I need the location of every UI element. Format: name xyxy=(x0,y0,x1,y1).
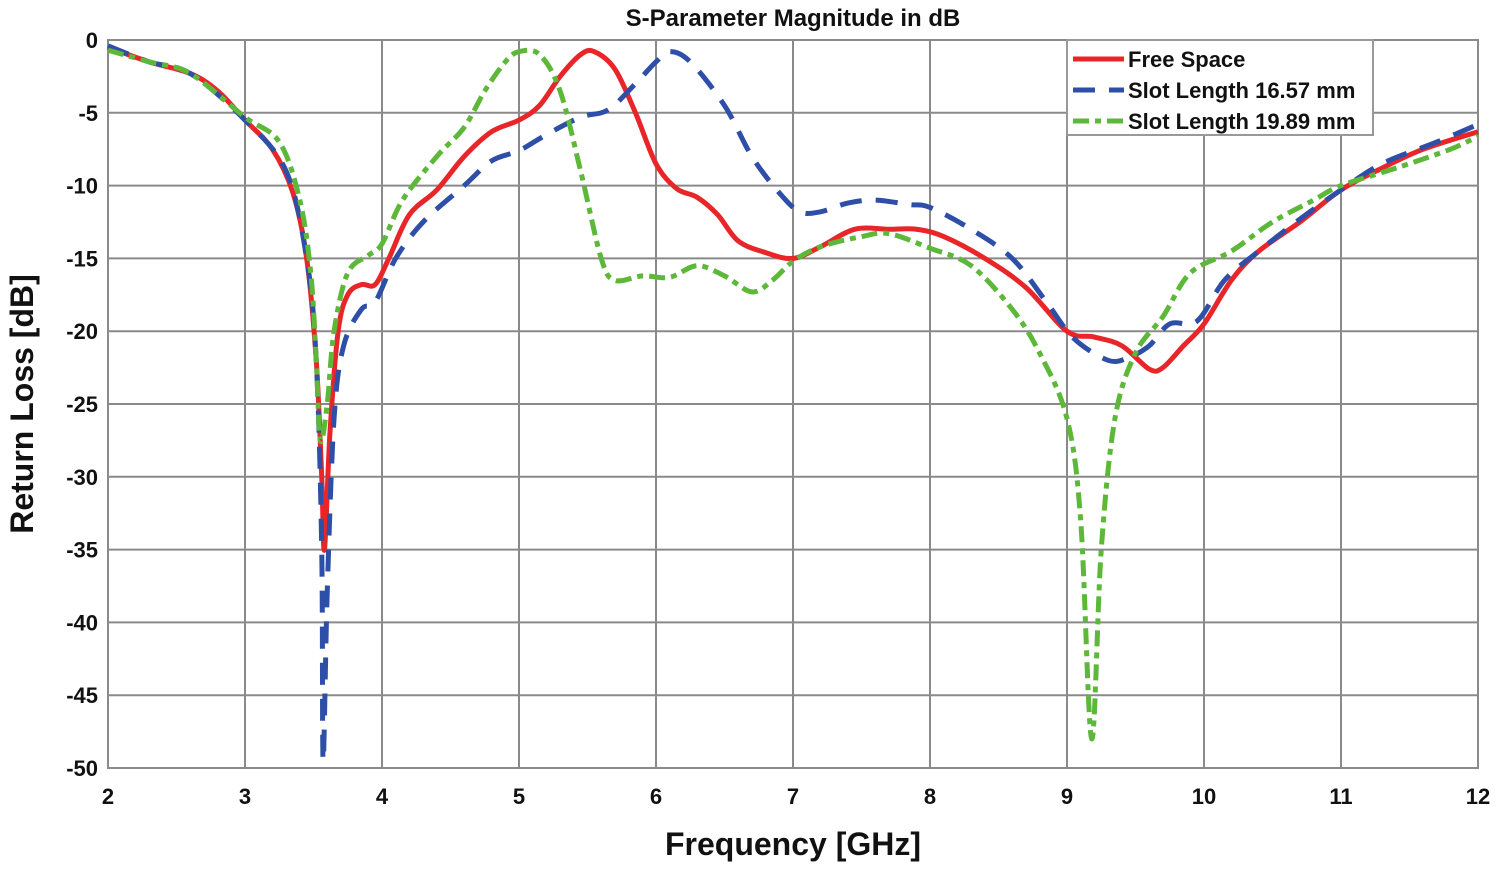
chart-title: S-Parameter Magnitude in dB xyxy=(626,5,961,32)
y-tick-label: -25 xyxy=(66,392,98,417)
grid xyxy=(107,39,1479,769)
x-tick-label: 3 xyxy=(239,784,251,809)
x-tick-label: 9 xyxy=(1061,784,1073,809)
y-tick-labels: 0 -5 -10 -15 -20 -25 -30 -35 -40 -45 -50 xyxy=(66,28,98,781)
x-tick-label: 4 xyxy=(376,784,389,809)
y-tick-label: -50 xyxy=(66,756,98,781)
y-tick-label: -5 xyxy=(78,101,98,126)
x-tick-label: 11 xyxy=(1329,784,1352,809)
x-axis-label: Frequency [GHz] xyxy=(665,826,921,862)
x-tick-label: 8 xyxy=(924,784,936,809)
x-tick-labels: 2 3 4 5 6 7 8 9 10 11 12 xyxy=(102,784,1490,809)
y-axis-label: Return Loss [dB] xyxy=(4,274,40,534)
x-tick-label: 5 xyxy=(513,784,525,809)
y-tick-label: -20 xyxy=(66,319,98,344)
legend-label: Slot Length 19.89 mm xyxy=(1128,109,1355,134)
x-tick-label: 6 xyxy=(650,784,662,809)
y-tick-label: -45 xyxy=(66,683,98,708)
y-tick-label: -10 xyxy=(66,174,98,199)
x-tick-label: 2 xyxy=(102,784,114,809)
x-tick-label: 7 xyxy=(787,784,799,809)
legend-label: Free Space xyxy=(1128,47,1245,72)
series-lines xyxy=(107,43,1480,764)
series-line-2 xyxy=(107,43,1479,764)
y-tick-label: -15 xyxy=(66,246,98,271)
series-line-3 xyxy=(107,47,1480,742)
y-tick-label: 0 xyxy=(86,28,98,53)
x-tick-label: 10 xyxy=(1192,784,1216,809)
legend: Free Space Slot Length 16.57 mm Slot Lengt… xyxy=(1066,39,1374,136)
y-tick-label: -30 xyxy=(66,465,98,490)
y-tick-label: -40 xyxy=(66,610,98,635)
x-tick-label: 12 xyxy=(1466,784,1490,809)
legend-label: Slot Length 16.57 mm xyxy=(1128,78,1355,103)
y-tick-label: -35 xyxy=(66,538,98,563)
